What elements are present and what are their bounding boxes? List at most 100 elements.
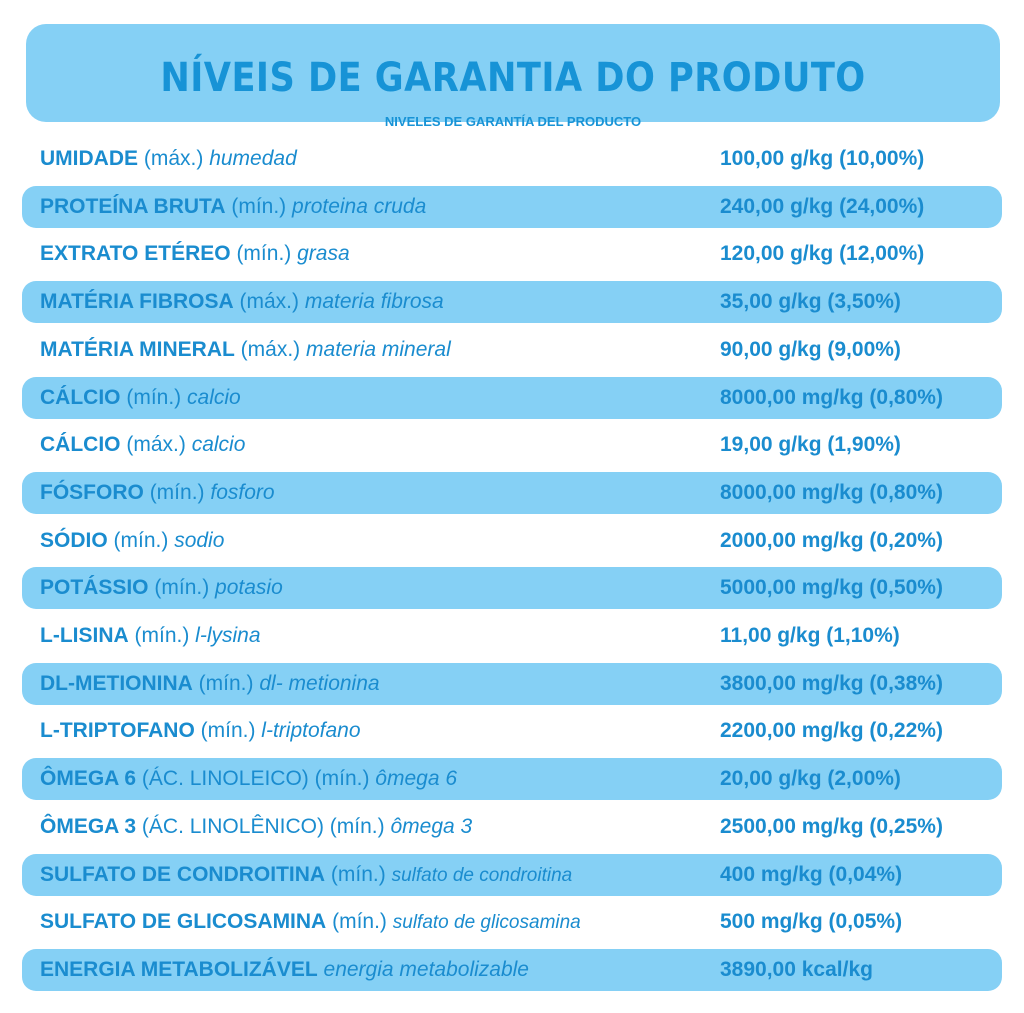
- nutrient-label: MATÉRIA MINERAL (máx.) materia mineral: [40, 329, 451, 371]
- nutrient-label: CÁLCIO (máx.) calcio: [40, 424, 245, 466]
- nutrient-label: ENERGIA METABOLIZÁVEL energia metaboliza…: [40, 949, 529, 991]
- nutrient-qualifier: (mín.): [332, 910, 387, 934]
- nutrient-label: DL-METIONINA (mín.) dl- metionina: [40, 663, 380, 705]
- table-row: SÓDIO (mín.) sodio 2000,00 mg/kg (0,20%): [22, 520, 1002, 562]
- nutrient-qualifier: (máx.): [240, 337, 301, 361]
- nutrient-spanish-name: fosforo: [210, 480, 275, 504]
- nutrient-spanish-name: materia fibrosa: [304, 290, 444, 314]
- nutrient-name: SULFATO DE GLICOSAMINA: [40, 910, 327, 934]
- nutrient-value: 3800,00 mg/kg (0,38%): [720, 671, 943, 695]
- table-row: ÔMEGA 6 (ÁC. LINOLEICO) (mín.) ômega 6 20…: [22, 758, 1002, 801]
- table-row: MATÉRIA MINERAL (máx.) materia mineral 90…: [22, 329, 1002, 371]
- nutrient-name: EXTRATO ETÉREO: [40, 242, 231, 266]
- nutrient-name: MATÉRIA MINERAL: [40, 337, 235, 361]
- nutrient-name: CÁLCIO: [40, 433, 121, 457]
- table-row: MATÉRIA FIBROSA (máx.) materia fibrosa 35…: [22, 281, 1002, 324]
- nutrient-spanish-name: sulfato de condroitina: [391, 864, 573, 886]
- nutrient-label: FÓSFORO (mín.) fosforo: [40, 472, 275, 514]
- nutrient-name: SULFATO DE CONDROITINA: [40, 862, 326, 886]
- nutrient-spanish-name: l-lysina: [195, 624, 261, 647]
- nutrient-spanish-name: ômega 6: [375, 767, 458, 791]
- nutrient-spanish-name: humedad: [209, 147, 297, 170]
- nutrient-qualifier: (máx.): [143, 147, 204, 170]
- header-banner: NÍVEIS DE GARANTIA DO PRODUTO NIVELES DE…: [26, 24, 1000, 129]
- nutrient-qualifier: (mín.): [149, 480, 205, 504]
- nutrient-label: UMIDADE (máx.) humedad: [40, 138, 297, 180]
- nutrient-label: ÔMEGA 3 (ÁC. LINOLÊNICO) (mín.) ômega 3: [40, 806, 472, 848]
- table-row: ÔMEGA 3 (ÁC. LINOLÊNICO) (mín.) ômega 3 2…: [22, 806, 1002, 848]
- table-row: DL-METIONINA (mín.) dl- metionina 3800,00…: [22, 662, 1002, 705]
- nutrient-value: 120,00 g/kg (12,00%): [720, 242, 925, 266]
- nutrient-spanish-name: materia mineral: [306, 337, 451, 361]
- table-row: CÁLCIO (mín.) calcio 8000,00 mg/kg (0,80%…: [22, 376, 1002, 419]
- nutrient-label: L-TRIPTOFANO (mín.) l-triptofano: [40, 710, 361, 752]
- nutrient-name: ÔMEGA 3: [40, 814, 137, 838]
- nutrient-qualifier: (máx.): [126, 433, 186, 457]
- nutrient-value: 2500,00 mg/kg (0,25%): [720, 814, 943, 838]
- nutrient-qualifier: (máx.): [239, 290, 300, 314]
- nutrient-name: L-LISINA: [40, 624, 129, 647]
- table-row: FÓSFORO (mín.) fosforo 8000,00 mg/kg (0,8…: [22, 471, 1002, 514]
- nutrient-spanish-name: l-triptofano: [261, 719, 361, 743]
- nutrient-label: ÔMEGA 6 (ÁC. LINOLEICO) (mín.) ômega 6: [40, 758, 457, 800]
- nutrient-label: SULFATO DE GLICOSAMINA (mín.) sulfato de…: [40, 901, 581, 944]
- table-row: PROTEÍNA BRUTA (mín.) proteina cruda 240,…: [22, 185, 1002, 228]
- nutrient-value: 5000,00 mg/kg (0,50%): [720, 576, 943, 600]
- nutrient-label: PROTEÍNA BRUTA (mín.) proteina cruda: [40, 186, 426, 228]
- nutrient-name: MATÉRIA FIBROSA: [40, 290, 234, 314]
- nutrient-spanish-name: proteina cruda: [292, 194, 427, 218]
- table-row: CÁLCIO (máx.) calcio 19,00 g/kg (1,90%): [22, 424, 1002, 466]
- nutrient-label: SÓDIO (mín.) sodio: [40, 520, 224, 562]
- table-row: ENERGIA METABOLIZÁVEL energia metaboliza…: [22, 948, 1002, 991]
- nutrient-label: MATÉRIA FIBROSA (máx.) materia fibrosa: [40, 281, 444, 323]
- nutrient-name: CÁLCIO: [40, 385, 121, 409]
- nutrient-spanish-name: energia metabolizable: [323, 957, 529, 981]
- nutrient-value: 90,00 g/kg (9,00%): [720, 337, 901, 361]
- nutrient-spanish-name: dl- metionina: [259, 671, 380, 695]
- nutrient-spanish-name: ômega 3: [390, 814, 473, 838]
- nutrient-qualifier: (mín.): [236, 242, 292, 266]
- nutrient-qualifier: (mín.): [200, 719, 256, 743]
- nutrient-spanish-name: potasio: [215, 576, 283, 600]
- nutrient-qualifier: (mín.): [231, 194, 287, 218]
- table-row: EXTRATO ETÉREO (mín.) grasa 120,00 g/kg (…: [22, 233, 1002, 275]
- nutrient-name: PROTEÍNA BRUTA: [40, 194, 226, 218]
- nutrient-spanish-name: calcio: [191, 433, 246, 457]
- nutrient-label: L-LISINA (mín.) l-lysina: [40, 615, 261, 657]
- page-title: NÍVEIS DE GARANTIA DO PRODUTO: [160, 55, 866, 101]
- nutrient-name: ÔMEGA 6: [40, 767, 137, 791]
- nutrient-name: DL-METIONINA: [40, 671, 193, 695]
- nutrient-qualifier: (mín.): [154, 576, 210, 600]
- nutrient-qualifier: (mín.): [113, 528, 169, 552]
- nutrient-value: 100,00 g/kg (10,00%): [720, 147, 925, 170]
- nutrient-value: 500 mg/kg (0,05%): [720, 910, 903, 934]
- nutrient-qualifier: (ÁC. LINOLÊNICO) (mín.): [141, 814, 385, 838]
- nutrient-name: POTÁSSIO: [40, 576, 149, 600]
- nutrient-spanish-name: sodio: [174, 528, 225, 552]
- table-row: L-TRIPTOFANO (mín.) l-triptofano 2200,00 …: [22, 710, 1002, 752]
- table-row: L-LISINA (mín.) l-lysina 11,00 g/kg (1,10…: [22, 615, 1002, 657]
- nutrient-value: 11,00 g/kg (1,10%): [720, 624, 900, 647]
- table-row: POTÁSSIO (mín.) potasio 5000,00 mg/kg (0,…: [22, 567, 1002, 610]
- nutrient-value: 2200,00 mg/kg (0,22%): [720, 719, 943, 743]
- page-subtitle: NIVELES DE GARANTÍA DEL PRODUCTO: [384, 114, 642, 129]
- nutrient-qualifier: (mín.): [330, 862, 386, 886]
- nutrient-name: UMIDADE: [40, 147, 138, 170]
- nutrient-value: 8000,00 mg/kg (0,80%): [720, 480, 943, 504]
- nutrient-value: 400 mg/kg (0,04%): [720, 862, 903, 886]
- nutrient-name: L-TRIPTOFANO: [40, 719, 195, 743]
- nutrient-value: 240,00 g/kg (24,00%): [720, 194, 925, 218]
- nutrient-value: 2000,00 mg/kg (0,20%): [720, 528, 943, 552]
- nutrient-spanish-name: grasa: [297, 242, 350, 266]
- table-row: UMIDADE (máx.) humedad 100,00 g/kg (10,00…: [22, 138, 1002, 180]
- nutrient-qualifier: (mín.): [198, 671, 254, 695]
- nutrient-name: FÓSFORO: [40, 480, 144, 504]
- nutrient-label: CÁLCIO (mín.) calcio: [40, 377, 241, 419]
- nutrient-label: SULFATO DE CONDROITINA (mín.) sulfato de…: [40, 854, 572, 897]
- nutrient-value: 19,00 g/kg (1,90%): [720, 433, 901, 457]
- nutrient-label: POTÁSSIO (mín.) potasio: [40, 567, 283, 609]
- nutrient-qualifier: (ÁC. LINOLEICO) (mín.): [141, 767, 370, 791]
- nutrient-spanish-name: sulfato de glicosamina: [392, 912, 581, 934]
- nutrient-value: 35,00 g/kg (3,50%): [720, 290, 901, 314]
- nutrient-qualifier: (mín.): [126, 385, 182, 409]
